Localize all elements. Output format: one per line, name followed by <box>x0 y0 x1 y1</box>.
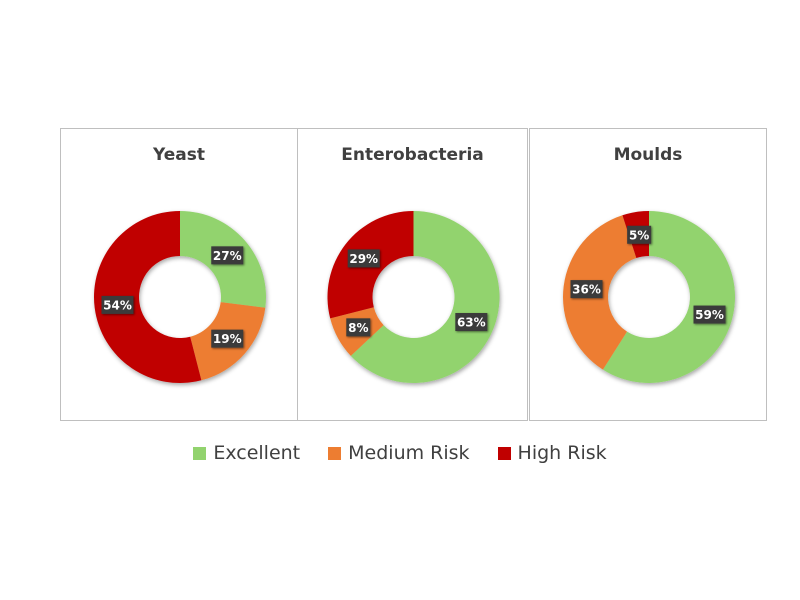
data-label-text: 54% <box>103 298 132 312</box>
slice-excellent <box>602 211 735 383</box>
data-label-medium-risk: 8% <box>346 318 371 337</box>
data-label-medium-risk: 36% <box>570 280 603 299</box>
legend-swatch <box>497 446 511 460</box>
data-label-box <box>101 295 134 314</box>
data-label-medium-risk: 19% <box>211 329 244 348</box>
data-label-high-risk: 29% <box>347 249 380 268</box>
chart-title: Yeast <box>153 145 205 165</box>
chart-panel-yeast: Yeast 27% 19% 54% <box>60 128 298 421</box>
legend-item-high-risk: High Risk <box>497 442 607 464</box>
legend-swatch <box>328 446 342 460</box>
data-label-excellent: 63% <box>455 313 488 332</box>
data-label-box <box>693 305 726 324</box>
data-label-text: 19% <box>213 332 242 346</box>
data-label-text: 27% <box>213 249 242 263</box>
data-label-high-risk: 54% <box>101 295 134 314</box>
legend-item-excellent: Excellent <box>193 442 300 464</box>
slice-excellent <box>350 211 500 383</box>
data-label-high-risk: 5% <box>627 225 652 244</box>
data-label-text: 8% <box>348 321 368 335</box>
legend: Excellent Medium Risk High Risk <box>0 440 800 466</box>
data-label-text: 59% <box>695 308 724 322</box>
donut-chart-moulds: 59% 36% 5% <box>563 211 735 383</box>
data-label-text: 36% <box>572 283 601 297</box>
data-label-excellent: 59% <box>693 305 726 324</box>
data-label-box <box>455 313 488 332</box>
legend-swatch <box>193 446 207 460</box>
donut-chart-enterobacteria: 63% 8% 29% <box>327 211 500 383</box>
donut-ring <box>327 211 500 383</box>
donut-chart-yeast: 27% 19% 54% <box>94 211 266 383</box>
data-label-box <box>211 246 244 265</box>
data-label-box <box>211 329 244 348</box>
data-label-box <box>627 225 652 244</box>
slice-high-risk <box>94 211 202 383</box>
legend-item-medium-risk: Medium Risk <box>328 442 470 464</box>
data-label-text: 63% <box>457 316 486 330</box>
data-label-text: 29% <box>349 252 378 266</box>
data-label-box <box>347 249 380 268</box>
legend-label: High Risk <box>517 442 607 464</box>
data-label-excellent: 27% <box>211 246 244 265</box>
data-label-box <box>570 280 603 299</box>
legend-label: Excellent <box>213 442 301 464</box>
chart-title: Enterobacteria <box>341 145 484 165</box>
chart-title: Moulds <box>613 145 683 165</box>
chart-panel-enterobacteria: Enterobacteria 63% 8% 29% <box>297 128 528 421</box>
data-label-text: 5% <box>629 228 649 242</box>
legend-label: Medium Risk <box>348 442 470 464</box>
chart-panel-moulds: Moulds 59% 36% 5% <box>529 128 767 421</box>
data-label-box <box>346 318 371 337</box>
